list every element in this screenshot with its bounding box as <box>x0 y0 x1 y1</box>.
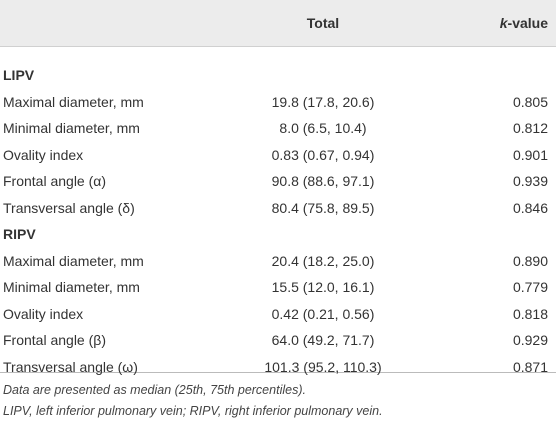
total-value: 64.0 (49.2, 71.7) <box>271 332 375 348</box>
total-value: 80.4 (75.8, 89.5) <box>271 199 375 216</box>
row-label: Ovality index <box>3 146 84 163</box>
total-value: 15.5 (12.0, 16.1) <box>271 279 375 295</box>
section-title: RIPV <box>3 226 36 242</box>
k-value: 0.939 <box>512 173 548 189</box>
row-label: Frontal angle (α) <box>3 173 107 189</box>
total-value: 0.83 (0.67, 0.94) <box>271 146 375 163</box>
bottom-rule <box>0 372 556 373</box>
row-label: Frontal angle (β) <box>3 332 106 348</box>
k-value: 0.890 <box>512 252 548 269</box>
total-value: 20.4 (18.2, 25.0) <box>271 252 375 269</box>
total-value: 8.0 (6.5, 10.4) <box>279 120 367 136</box>
k-value: 0.779 <box>512 279 548 295</box>
total-value: 19.8 (17.8, 20.6) <box>271 93 375 110</box>
total-value: 0.42 (0.21, 0.56) <box>271 305 375 322</box>
k-value: 0.901 <box>512 146 548 163</box>
header-k: k <box>499 15 508 31</box>
row-label: Minimal diameter, mm <box>3 120 140 136</box>
k-value: 0.812 <box>512 120 548 136</box>
row-label: Transversal angle (δ) <box>3 199 135 216</box>
footnote: LIPV, left inferior pulmonary vein; RIPV… <box>3 404 383 418</box>
row-label: Transversal angle (ω) <box>3 358 138 375</box>
row-label: Maximal diameter, mm <box>3 93 144 110</box>
k-value: 0.929 <box>512 332 548 348</box>
k-value: 0.846 <box>512 199 548 216</box>
header-k-rest: -value <box>507 15 548 31</box>
row-label: Ovality index <box>3 305 84 322</box>
header-total: Total <box>306 15 340 31</box>
row-label: Minimal diameter, mm <box>3 279 140 295</box>
k-value: 0.805 <box>512 93 548 110</box>
total-value: 90.8 (88.6, 97.1) <box>271 173 375 189</box>
header-k-value: k-value <box>500 14 548 32</box>
row-label: Maximal diameter, mm <box>3 252 144 269</box>
k-value: 0.818 <box>512 305 548 322</box>
header-row <box>0 0 556 47</box>
total-value: 101.3 (95.2, 110.3) <box>264 358 382 375</box>
k-value: 0.871 <box>512 358 548 375</box>
section-title: LIPV <box>3 67 35 83</box>
footnote: Data are presented as median (25th, 75th… <box>3 383 306 397</box>
